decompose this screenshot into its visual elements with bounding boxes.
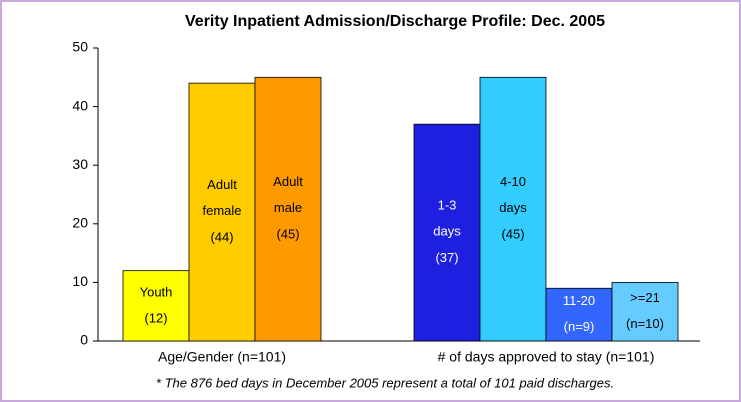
group-label: # of days approved to stay (n=101) xyxy=(438,349,655,365)
bar-category-label: Adult male xyxy=(273,175,303,216)
chart-title: Verity Inpatient Admission/Discharge Pro… xyxy=(185,13,605,30)
bar-category-label: 11-20 xyxy=(563,293,595,308)
bar-category-line: Adult xyxy=(207,178,237,193)
bar xyxy=(479,76,547,342)
bar xyxy=(254,76,322,342)
y-tick-label: 40 xyxy=(72,97,88,113)
bar-category-line: 1-3 xyxy=(438,198,457,213)
bar-category-line: days xyxy=(433,224,461,239)
bar-value-label: (12) xyxy=(144,310,167,325)
y-tick-label: 30 xyxy=(72,156,88,172)
bar xyxy=(611,281,679,342)
bar-value-label: (45) xyxy=(276,227,299,242)
bar xyxy=(413,123,481,342)
bar-value-label: (n=9) xyxy=(564,319,595,334)
bar-category-label: >=21 xyxy=(630,290,660,305)
bar-category-line: 4-10 xyxy=(500,175,526,190)
y-tick-label: 10 xyxy=(72,273,88,289)
bar-value-label: (45) xyxy=(501,227,524,242)
bar-category-line: male xyxy=(274,201,302,216)
group-label: Age/Gender (n=101) xyxy=(158,349,286,365)
bar-category-line: days xyxy=(499,201,527,216)
bar-category-label: 4-10 days xyxy=(499,175,527,216)
bar xyxy=(188,82,256,342)
bar-category-line: female xyxy=(202,204,241,219)
y-tick-label: 0 xyxy=(80,332,88,348)
bar-value-label: (44) xyxy=(210,230,233,245)
footnote: * The 876 bed days in December 2005 repr… xyxy=(156,375,614,390)
bar xyxy=(545,287,613,342)
bar-value-label: (n=10) xyxy=(626,316,664,331)
bar-category-label: Adult female xyxy=(202,178,241,219)
bar-value-label: (37) xyxy=(435,250,458,265)
y-tick-label: 20 xyxy=(72,215,88,231)
bar-category-line: Adult xyxy=(273,175,303,190)
bar-category-label: Youth xyxy=(140,284,173,299)
bar-category-label: 1-3 days xyxy=(433,198,461,239)
bar xyxy=(122,270,190,342)
y-tick-label: 50 xyxy=(72,39,88,55)
